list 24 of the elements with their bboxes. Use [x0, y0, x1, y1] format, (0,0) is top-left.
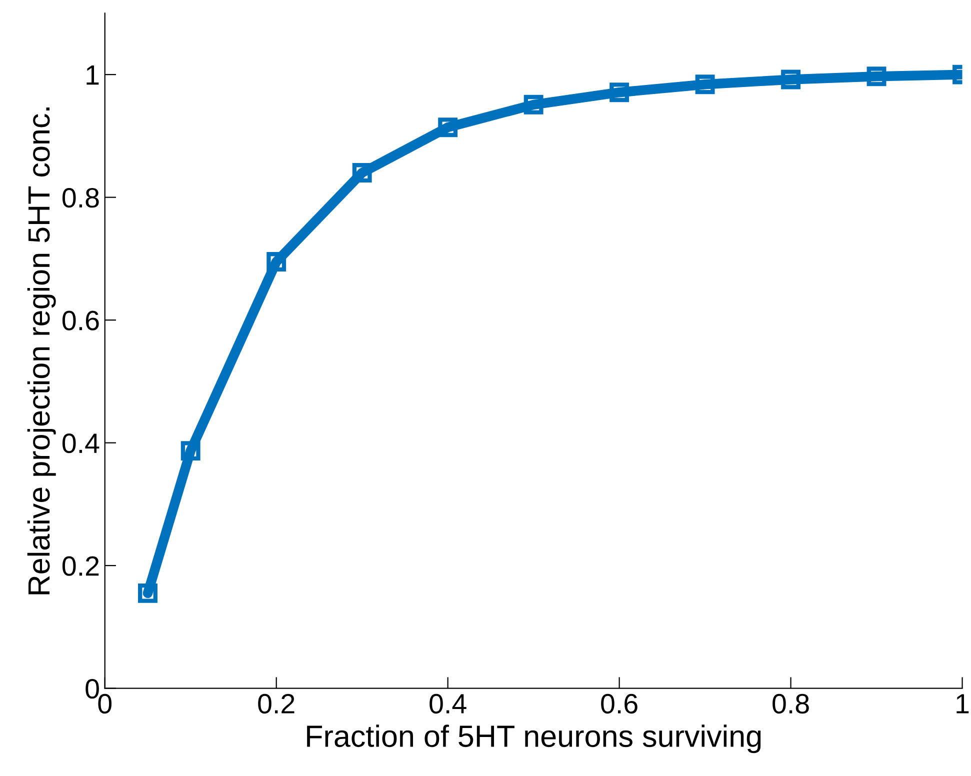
- point: [352, 163, 372, 182]
- y-tick-label: 0.8: [62, 188, 99, 208]
- point: [266, 252, 286, 272]
- y-axis-title: Relative projection region 5HT conc.: [27, 108, 56, 594]
- point: [866, 66, 886, 86]
- point: [180, 441, 200, 461]
- y-tick-label: 0.4: [62, 433, 100, 454]
- y-tick-label: 0.6: [62, 310, 99, 330]
- x-tick-label: 0: [98, 694, 112, 714]
- x-tick-label: 1: [956, 694, 969, 714]
- x-tick-label: 0.8: [772, 694, 809, 714]
- x-tick-label: 0.6: [601, 694, 638, 714]
- x-axis-title: Fraction of 5HT neurons surviving: [307, 724, 761, 754]
- point: [438, 118, 458, 138]
- x-tick-label: 0.4: [430, 694, 466, 714]
- point: [781, 70, 801, 90]
- x-tick-label: 0.2: [258, 694, 294, 714]
- y-tick-label: 0.2: [62, 556, 99, 576]
- point: [610, 82, 630, 102]
- y-tick-label: 0: [86, 678, 99, 699]
- point: [524, 94, 544, 114]
- point: [695, 74, 715, 94]
- point: [138, 583, 158, 603]
- y-tick-label: 1: [86, 66, 99, 85]
